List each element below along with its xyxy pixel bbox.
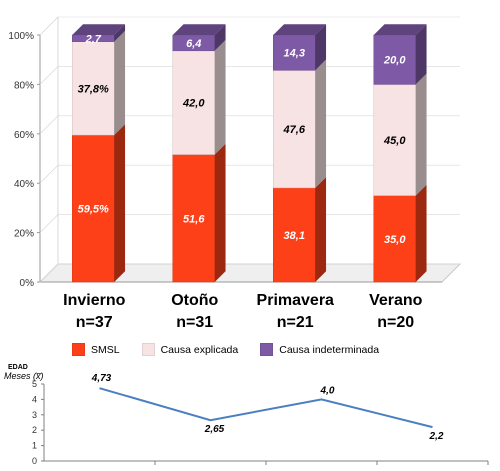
bar-top xyxy=(373,24,427,35)
bar-segment xyxy=(273,187,316,283)
y-tick-label: 0% xyxy=(20,278,35,289)
y-tick-label: 20% xyxy=(14,229,34,240)
sample-size-label: n=31 xyxy=(176,314,213,331)
bar-side xyxy=(114,24,126,42)
bar-segment xyxy=(172,154,215,283)
bar-value-label: 38,1 xyxy=(284,230,305,242)
y-tick-label: 40% xyxy=(14,179,34,190)
gridline-diagonal xyxy=(39,263,59,283)
bar-value-label: 20,0 xyxy=(383,55,406,67)
bar-value-label: 6,4 xyxy=(186,38,201,50)
line-point-label: 2,2 xyxy=(429,431,444,442)
bar-value-label: 2,7 xyxy=(85,33,102,45)
legend-item: Causa explicada xyxy=(141,343,239,356)
bar-side xyxy=(114,124,126,282)
line-y-tick-label: 2 xyxy=(32,425,37,435)
bar-side xyxy=(415,184,427,282)
bar-top xyxy=(72,24,126,35)
line-y-tick-label: 0 xyxy=(32,456,37,466)
category-label: Primavera xyxy=(257,292,334,309)
bar-value-label: 45,0 xyxy=(383,135,406,147)
bar-side xyxy=(214,143,226,282)
legend-item: Causa indeterminada xyxy=(260,343,379,356)
line-y-tick-label: 4 xyxy=(32,394,37,404)
legend: SMSL Causa explicada Causa indeterminada xyxy=(72,343,401,356)
bar-value-label: 42,0 xyxy=(182,98,205,110)
bar-side xyxy=(214,40,226,155)
line-chart-ylabel: Meses (x̅) xyxy=(4,371,44,381)
line-y-tick-label: 3 xyxy=(32,410,37,420)
legend-item: SMSL xyxy=(72,343,120,356)
sample-size-label: n=37 xyxy=(76,314,113,331)
bar-side xyxy=(415,73,427,196)
gridline-diagonal xyxy=(39,66,59,85)
bar-value-label: 35,0 xyxy=(384,234,406,246)
bar-side xyxy=(315,24,327,71)
line-point-label: 4,73 xyxy=(91,373,112,384)
bar-side xyxy=(415,24,427,85)
bar-side xyxy=(214,24,226,51)
y-tick-label: 100% xyxy=(8,31,34,42)
bar-value-label: 51,6 xyxy=(183,213,205,225)
legend-swatch xyxy=(141,343,155,356)
bar-top xyxy=(172,24,226,35)
bar-value-label: 47,6 xyxy=(283,124,306,136)
gridline-diagonal xyxy=(39,214,59,233)
legend-swatch xyxy=(260,343,274,356)
bar-segment xyxy=(72,134,115,283)
age-line xyxy=(99,387,433,429)
bar-segment xyxy=(273,34,316,71)
bar-value-label: 37,8% xyxy=(78,83,109,95)
gridline-diagonal xyxy=(39,16,59,36)
bar-segment xyxy=(273,70,316,189)
category-label: Otoño xyxy=(171,292,218,309)
bar-segment xyxy=(172,50,215,155)
bar-side xyxy=(315,59,327,188)
bar-segment xyxy=(72,41,115,136)
line-point-label: 4,0 xyxy=(320,385,335,396)
line-y-tick-label: 1 xyxy=(32,441,37,451)
legend-label: SMSL xyxy=(91,343,120,356)
bar-value-label: 59,5% xyxy=(78,204,109,216)
line-chart-header: EDAD xyxy=(8,364,28,371)
line-point-label: 2,65 xyxy=(204,424,225,435)
legend-label: Causa indeterminada xyxy=(279,343,380,356)
gridline-diagonal xyxy=(39,164,59,184)
legend-label: Causa explicada xyxy=(160,343,239,356)
sample-size-label: n=20 xyxy=(377,314,414,331)
bar-segment xyxy=(373,195,416,283)
stacked-bar-chart: 0% 20% 40% 60% 80% 100% 59,5% 37,8% 2,7 Invierno n… xyxy=(8,16,461,331)
legend-swatch xyxy=(72,343,85,356)
gridline-diagonal xyxy=(39,115,59,135)
sample-size-label: n=21 xyxy=(277,314,314,331)
bar-top xyxy=(273,24,327,35)
bar-side xyxy=(315,177,327,282)
bar-value-label: 14,3 xyxy=(284,48,305,60)
bar-side xyxy=(114,30,126,136)
category-label: Verano xyxy=(369,292,423,309)
line-y-tick-label: 5 xyxy=(32,379,37,389)
y-tick-label: 80% xyxy=(14,80,34,91)
y-tick-label: 60% xyxy=(14,130,34,141)
category-label: Invierno xyxy=(63,292,125,309)
